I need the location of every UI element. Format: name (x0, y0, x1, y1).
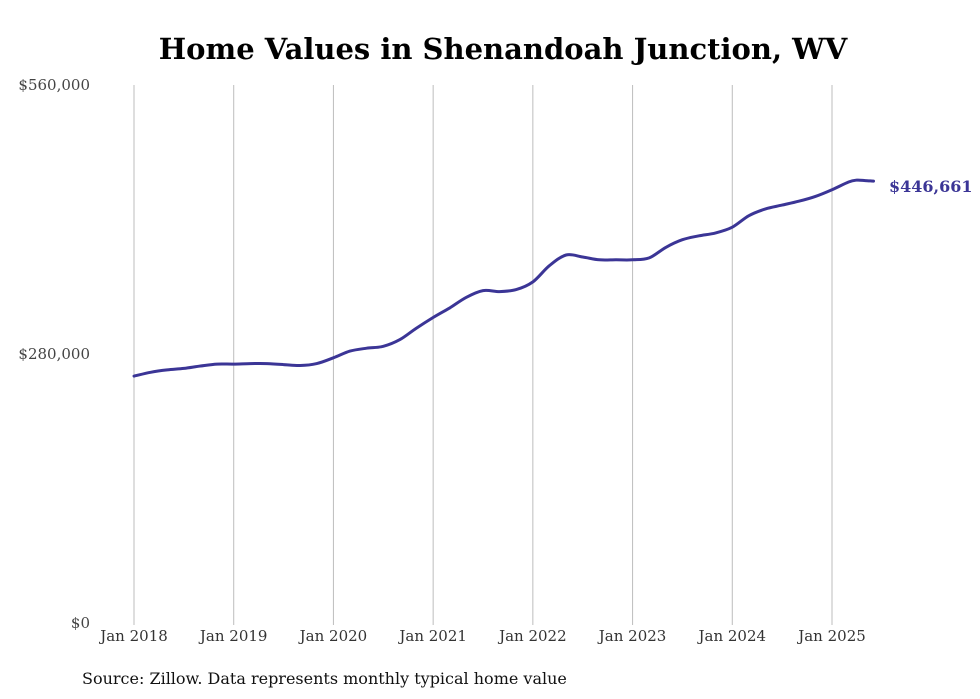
end-value-label: $446,661 (889, 177, 973, 196)
x-axis-ticks: Jan 2018 Jan 2019 Jan 2020 Jan 2021 Jan 2022… (98, 627, 866, 645)
x-tick-label: Jan 2024 (697, 627, 767, 645)
y-tick-label: $280,000 (18, 345, 90, 363)
x-tick-label: Jan 2023 (597, 627, 667, 645)
chart-title: Home Values in Shenandoah Junction, WV (159, 32, 848, 66)
x-tick-label: Jan 2018 (98, 627, 168, 645)
x-tick-label: Jan 2020 (298, 627, 368, 645)
y-axis-ticks: $0 $280,000 $560,000 (18, 76, 90, 632)
series-line-0 (132, 178, 875, 378)
x-tick-label: Jan 2019 (198, 627, 268, 645)
x-tick-label: Jan 2022 (497, 627, 567, 645)
grid-lines (133, 85, 833, 625)
x-tick-label: Jan 2025 (796, 627, 866, 645)
source-note: Source: Zillow. Data represents monthly … (82, 669, 567, 688)
y-tick-label: $560,000 (18, 76, 90, 94)
series-group (132, 178, 875, 378)
y-tick-label: $0 (71, 614, 90, 632)
x-tick-label: Jan 2021 (397, 627, 467, 645)
